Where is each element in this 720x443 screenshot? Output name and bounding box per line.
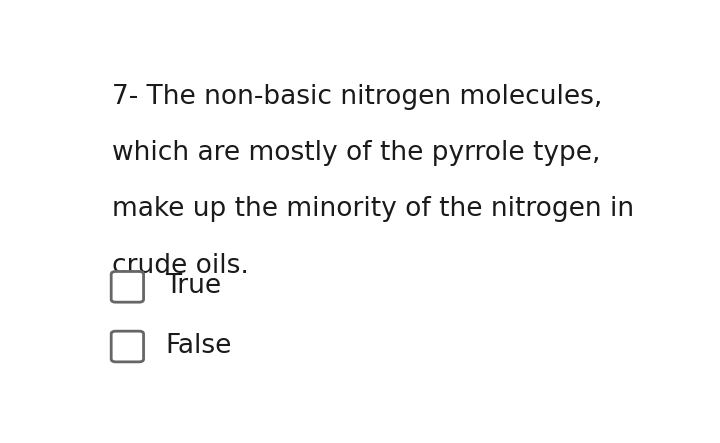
Text: which are mostly of the pyrrole type,: which are mostly of the pyrrole type, — [112, 140, 600, 166]
FancyBboxPatch shape — [111, 272, 143, 302]
Text: True: True — [166, 273, 222, 299]
Text: make up the minority of the nitrogen in: make up the minority of the nitrogen in — [112, 196, 634, 222]
Text: False: False — [166, 333, 232, 359]
Text: 7- The non-basic nitrogen molecules,: 7- The non-basic nitrogen molecules, — [112, 84, 603, 110]
Text: crude oils.: crude oils. — [112, 253, 249, 279]
FancyBboxPatch shape — [111, 331, 143, 362]
